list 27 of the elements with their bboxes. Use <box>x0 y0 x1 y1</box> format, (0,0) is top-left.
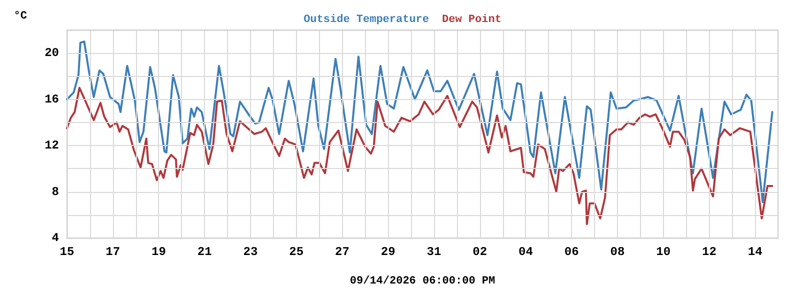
y-tick-label: 12 <box>44 138 59 153</box>
y-axis-title: °C <box>14 10 28 22</box>
x-tick-label: 17 <box>106 245 120 259</box>
x-tick-label: 31 <box>426 245 442 259</box>
y-tick-label: 20 <box>44 46 59 60</box>
x-tick-label: 19 <box>152 245 166 259</box>
x-tick-label: 14 <box>748 245 762 259</box>
x-tick-label: 08 <box>610 245 625 259</box>
x-tick-label: 02 <box>472 245 488 259</box>
x-tick-label: 04 <box>518 245 533 259</box>
x-tick-label: 27 <box>335 245 350 259</box>
text: Dew Point <box>442 14 502 26</box>
x-tick-label: 15 <box>60 245 74 259</box>
line-series <box>66 40 774 204</box>
x-tick-label: 23 <box>243 245 258 259</box>
x-axis-title: 09/14/2026 06:00:00 PM <box>350 276 496 288</box>
x-tick-label: 06 <box>564 245 579 259</box>
y-tick-label: 16 <box>44 92 59 106</box>
x-tick-label: 25 <box>289 245 304 259</box>
x-tick-label: 10 <box>656 245 671 259</box>
x-tick-label: 29 <box>380 245 396 259</box>
y-tick-label: 4 <box>52 231 59 245</box>
text: Outside Temperature <box>304 14 430 26</box>
x-tick-label: 12 <box>702 245 716 259</box>
y-tick-label: 8 <box>52 184 59 199</box>
x-tick-label: 21 <box>197 245 212 259</box>
line-series <box>66 86 774 226</box>
